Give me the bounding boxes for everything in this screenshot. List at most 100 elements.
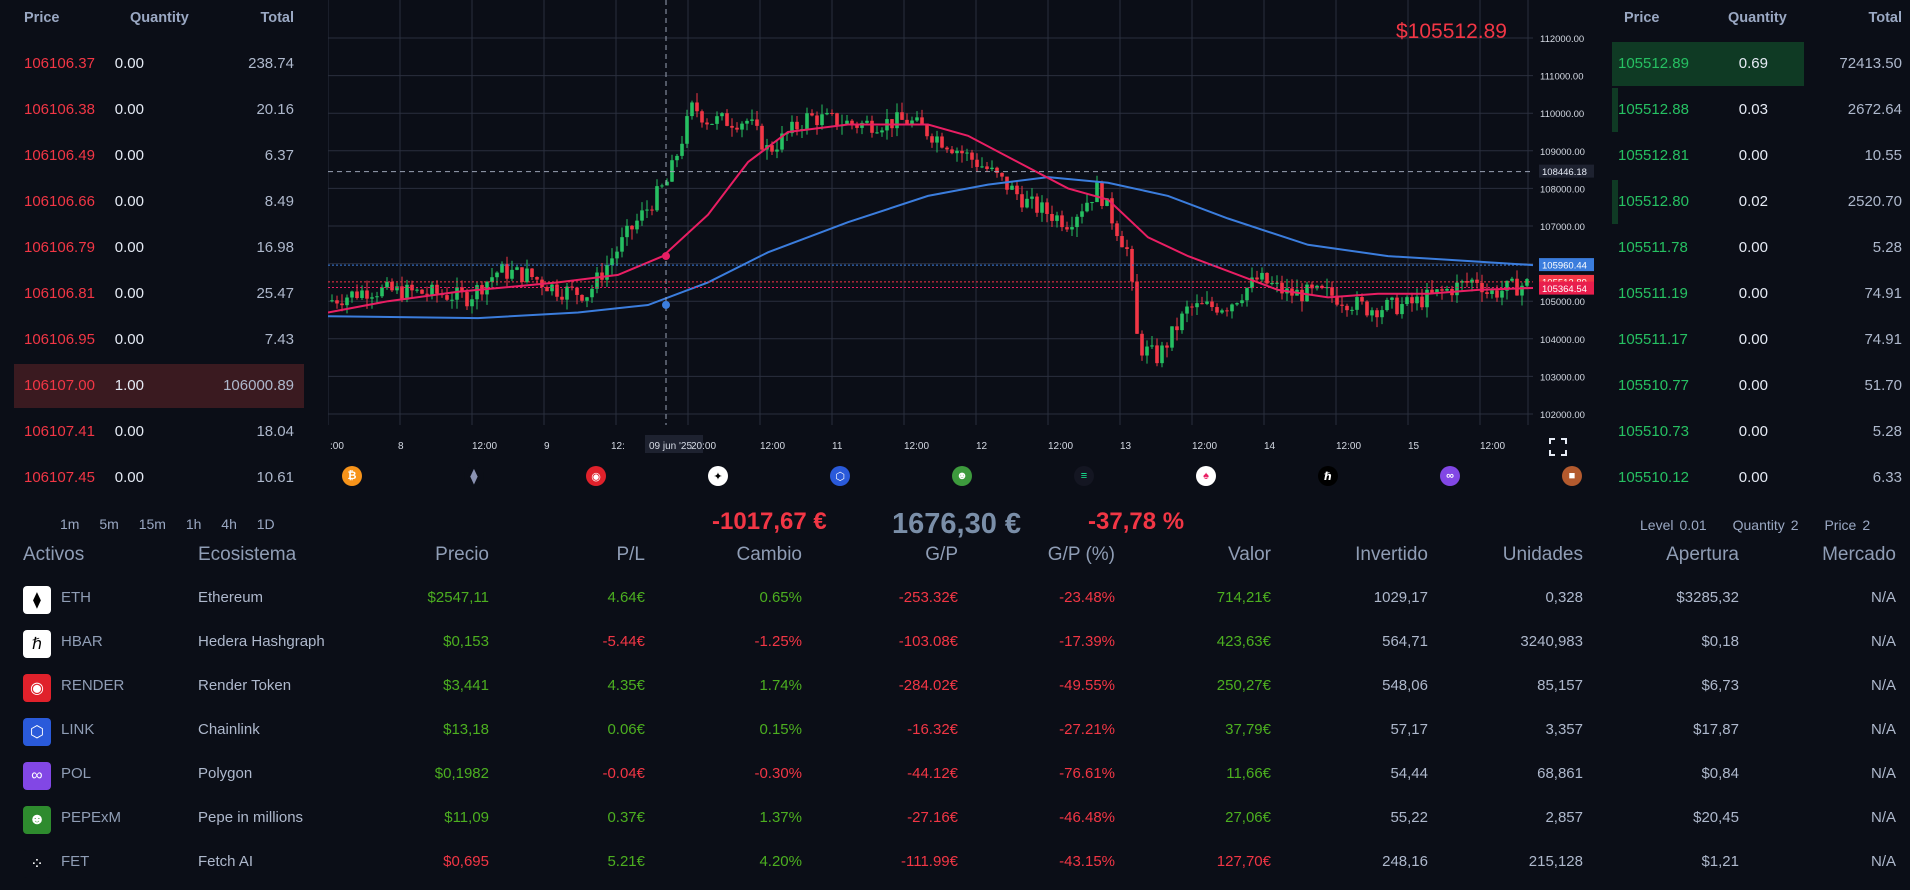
candle-body — [1095, 182, 1099, 203]
candle-body — [335, 300, 339, 304]
header-unidades[interactable]: Unidades — [1502, 544, 1583, 565]
candle-body — [1250, 277, 1254, 289]
header-cambio[interactable]: Cambio — [736, 544, 802, 565]
header-invertido[interactable]: Invertido — [1355, 544, 1428, 565]
cell-cambio: -0.30% — [754, 765, 802, 782]
candle-body — [1160, 345, 1164, 364]
table-row[interactable]: ∞ POL Polygon $0,1982 -0.04€ -0.30% -44.12€ -76… — [0, 752, 1910, 796]
book-total: 238.74 — [248, 55, 294, 72]
book-row[interactable]: 105512.80 0.02 2520.70 — [1612, 180, 1902, 224]
book-left-quantity-header: Quantity — [130, 10, 189, 26]
candle-body — [525, 268, 529, 282]
price-label: Price — [1824, 517, 1857, 533]
book-row[interactable]: 106107.41 0.00 18.04 — [14, 410, 304, 454]
book-row[interactable]: 106107.45 0.00 10.61 — [14, 456, 304, 500]
ema-fast-tag: 105364.54 — [1542, 284, 1587, 295]
btc-icon[interactable]: ₿ — [342, 466, 362, 486]
book-row[interactable]: 105510.77 0.00 51.70 — [1612, 364, 1902, 408]
book-row[interactable]: 106106.66 0.00 8.49 — [14, 180, 304, 224]
eth-icon: ⧫ — [23, 586, 51, 614]
misc-icon[interactable]: ■ — [1562, 466, 1582, 486]
render-icon[interactable]: ◉ — [586, 466, 606, 486]
timeframe-1h[interactable]: 1h — [185, 516, 202, 532]
price-precision-value[interactable]: 2 — [1862, 517, 1871, 533]
cell-mer: N/A — [1870, 633, 1896, 650]
book-row[interactable]: 105511.19 0.00 74.91 — [1612, 272, 1902, 316]
cell-gpp: -46.48% — [1059, 809, 1115, 826]
candle-body — [835, 113, 839, 127]
link-icon[interactable]: ⬡ — [830, 466, 850, 486]
timeframe-1m[interactable]: 1m — [60, 516, 80, 532]
book-row[interactable]: 105510.73 0.00 5.28 — [1612, 410, 1902, 454]
candle-body — [1235, 303, 1239, 305]
book-row[interactable]: 106106.38 0.00 20.16 — [14, 88, 304, 132]
book-total: 5.28 — [1872, 239, 1902, 256]
candle-body — [1350, 309, 1354, 311]
candle-body — [995, 167, 999, 173]
header-mercado[interactable]: Mercado — [1822, 544, 1896, 565]
sol-icon[interactable]: ≡ — [1074, 466, 1094, 486]
book-qty: 0.00 — [114, 469, 144, 486]
timeframe-15m[interactable]: 15m — [138, 516, 166, 532]
header-gp-pct[interactable]: G/P (%) — [1047, 544, 1115, 565]
book-row[interactable]: 105510.12 0.00 6.33 — [1612, 456, 1902, 500]
book-qty: 0.00 — [114, 55, 144, 72]
candle-body — [1210, 301, 1214, 308]
timeframe-4h[interactable]: 4h — [221, 516, 237, 532]
book-total: 8.49 — [264, 193, 294, 210]
candle-body — [520, 267, 524, 282]
ondo-icon[interactable]: ♠ — [1196, 466, 1216, 486]
eth-icon[interactable]: ⧫ — [464, 466, 484, 486]
quantity-value[interactable]: 2 — [1790, 517, 1799, 533]
table-row[interactable]: ⬡ LINK Chainlink $13,18 0.06€ 0.15% -16.32€ -27… — [0, 708, 1910, 752]
book-row[interactable]: 105511.17 0.00 74.91 — [1612, 318, 1902, 362]
ema-slow-tag: 105960.44 — [1542, 261, 1587, 272]
ema-slow-tag-bg — [1539, 258, 1594, 272]
book-row[interactable]: 106106.95 0.00 7.43 — [14, 318, 304, 362]
book-row[interactable]: 105512.88 0.03 2672.64 — [1612, 88, 1902, 132]
header-valor[interactable]: Valor — [1228, 544, 1271, 565]
timeframe-5m[interactable]: 5m — [99, 516, 119, 532]
book-right-total-header: Total — [1868, 10, 1902, 26]
book-row[interactable]: 106107.00 1.00 106000.89 — [14, 364, 304, 408]
candle-body — [1020, 194, 1024, 208]
book-price: 106107.45 — [24, 469, 95, 486]
table-row[interactable]: ☻ PEPExM Pepe in millions $11,09 0.37€ 1.37% -… — [0, 796, 1910, 840]
book-row[interactable]: 106106.81 0.00 25.47 — [14, 272, 304, 316]
book-row[interactable]: 105511.78 0.00 5.28 — [1612, 226, 1902, 270]
pepe-icon[interactable]: ☻ — [952, 466, 972, 486]
pol-icon[interactable]: ∞ — [1440, 466, 1460, 486]
header-apertura[interactable]: Apertura — [1666, 544, 1739, 565]
fullscreen-icon[interactable] — [1549, 438, 1567, 456]
price-chart[interactable]: 112000.00 111000.00 110000.00 109000.00 1080… — [328, 0, 1596, 462]
header-activos[interactable]: Activos — [23, 544, 85, 565]
book-row[interactable]: 105512.89 0.69 72413.50 — [1612, 42, 1902, 86]
level-value[interactable]: 0.01 — [1679, 517, 1707, 533]
fetch-icon[interactable]: ✦ — [708, 466, 728, 486]
header-gp[interactable]: G/P — [925, 544, 958, 565]
book-total: 72413.50 — [1839, 55, 1902, 72]
cell-inv: 54,44 — [1390, 765, 1428, 782]
candlestick-chart-svg[interactable]: 112000.00 111000.00 110000.00 109000.00 1080… — [328, 0, 1596, 462]
book-row[interactable]: 106106.79 0.00 16.98 — [14, 226, 304, 270]
quantity-label: Quantity — [1732, 517, 1785, 533]
candle-body — [1065, 227, 1069, 230]
hbar-icon[interactable]: ℏ — [1318, 466, 1338, 486]
cell-gp: -253.32€ — [898, 589, 958, 606]
header-pl[interactable]: P/L — [616, 544, 645, 565]
table-row[interactable]: ⁘ FET Fetch AI $0,695 5.21€ 4.20% -111.99€ -43.… — [0, 840, 1910, 884]
candle-body — [1215, 307, 1219, 313]
candle-body — [740, 123, 744, 130]
book-row[interactable]: 105512.81 0.00 10.55 — [1612, 134, 1902, 178]
candle-body — [1510, 278, 1514, 281]
book-price: 106106.79 — [24, 239, 95, 256]
table-row[interactable]: ◉ RENDER Render Token $3,441 4.35€ 1.74% -284.… — [0, 664, 1910, 708]
table-row[interactable]: ⧫ ETH Ethereum $2547,11 4.64€ 0.65% -253.32€ -2… — [0, 576, 1910, 620]
book-row[interactable]: 106106.49 0.00 6.37 — [14, 134, 304, 178]
table-row[interactable]: ℏ HBAR Hedera Hashgraph $0,153 -5.44€ -1.25% -… — [0, 620, 1910, 664]
book-row[interactable]: 106106.37 0.00 238.74 — [14, 42, 304, 86]
header-ecosistema[interactable]: Ecosistema — [198, 544, 297, 565]
header-precio[interactable]: Precio — [435, 544, 489, 565]
timeframe-1d[interactable]: 1D — [256, 516, 275, 532]
candle-body — [455, 287, 459, 300]
